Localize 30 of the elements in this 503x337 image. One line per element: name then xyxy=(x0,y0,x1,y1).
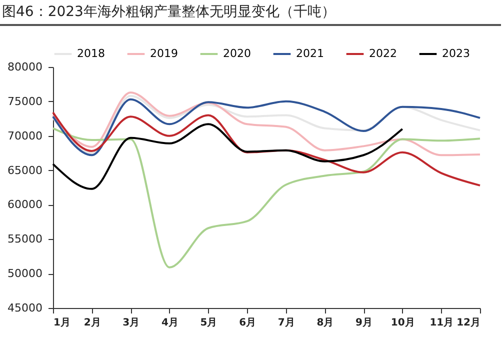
x-tick-label: 7月 xyxy=(278,318,295,328)
x-tick-label: 3月 xyxy=(122,318,140,328)
y-tick-label: 80000 xyxy=(8,60,42,74)
legend-label: 2020 xyxy=(223,47,251,60)
x-tick-label: 11月 xyxy=(430,318,454,328)
x-tick-label: 10月 xyxy=(390,318,415,328)
y-tick-label: 75000 xyxy=(8,94,42,108)
x-tick-label: 9月 xyxy=(356,318,373,328)
legend-label: 2023 xyxy=(442,47,470,60)
x-tick-label: 2月 xyxy=(84,318,101,328)
line-series xyxy=(52,111,481,186)
legend-label: 2018 xyxy=(77,47,105,60)
x-tick-label: 1月 xyxy=(54,318,70,328)
x-tick-label: 8月 xyxy=(316,318,334,328)
y-tick-label: 55000 xyxy=(8,232,42,246)
y-tick-label: 50000 xyxy=(8,267,42,280)
legend-label: 2022 xyxy=(369,47,397,60)
x-tick-label: 6月 xyxy=(239,318,256,328)
line-series xyxy=(52,123,404,190)
y-tick-label: 70000 xyxy=(8,129,42,142)
legend-label: 2021 xyxy=(296,47,324,60)
x-tick-label: 5月 xyxy=(200,318,218,328)
legend-label: 2019 xyxy=(150,47,178,60)
y-tick-label: 45000 xyxy=(8,302,42,314)
x-tick-label: 12月 xyxy=(456,318,480,328)
y-tick-label: 60000 xyxy=(8,198,42,212)
x-tick-label: 4月 xyxy=(161,318,178,328)
line-series xyxy=(52,127,481,268)
y-tick-label: 65000 xyxy=(8,164,42,177)
chart-title: 图46：2023年海外粗钢产量整体无明显变化（千吨） xyxy=(2,3,336,21)
